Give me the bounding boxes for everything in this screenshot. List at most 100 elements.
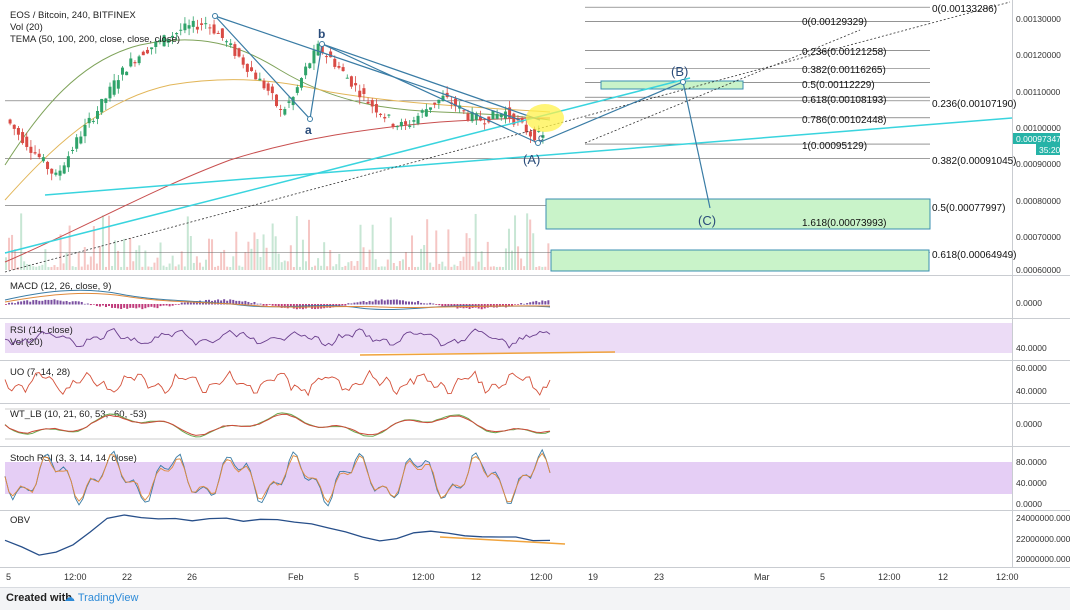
volume-bar	[186, 216, 189, 270]
candle-body	[83, 124, 87, 137]
macd-bar	[395, 299, 398, 305]
macd-bar	[223, 299, 226, 305]
fib-label-0786: 0.786(0.00102448)	[802, 115, 887, 126]
volume-bar	[395, 266, 398, 270]
candle-body	[125, 71, 129, 76]
time-tick: Feb	[288, 572, 304, 582]
macd-bar	[404, 301, 407, 305]
macd-histogram	[5, 299, 550, 310]
volume-bar	[117, 250, 120, 270]
macd-bar	[150, 304, 153, 307]
volume-bar	[98, 246, 101, 270]
volume-bar	[526, 213, 529, 270]
macd-bar	[174, 304, 177, 305]
macd-bar	[59, 300, 62, 305]
wave-label-B: (B)	[671, 64, 688, 79]
candle-body	[287, 101, 291, 103]
volume-bar	[450, 266, 453, 270]
volume-bar	[308, 219, 310, 270]
candle-body	[541, 135, 545, 138]
time-axis: 5 12:00 22 26 Feb 5 12:00 12 12:00 19 23 Mar 5 12:00 1…	[6, 572, 1019, 582]
volume-bar	[123, 238, 126, 270]
volume-bar	[177, 264, 180, 270]
macd-bar	[532, 301, 535, 305]
candle-body	[71, 149, 75, 151]
current-price-label: 0.00097347	[1016, 134, 1061, 144]
volume-bar	[47, 266, 50, 270]
macd-bar	[523, 303, 526, 305]
volume-bar	[5, 257, 7, 270]
macd-bar	[226, 300, 229, 305]
macd-bar	[108, 304, 111, 306]
target-zone-b	[600, 80, 744, 90]
macd-bar	[153, 304, 156, 308]
macd-bar	[220, 300, 223, 305]
candle-body	[166, 39, 170, 43]
volume-bar	[26, 264, 29, 270]
candle-body	[116, 80, 120, 89]
macd-bar	[62, 301, 65, 305]
candle-body	[299, 78, 303, 88]
volume-bar	[180, 251, 183, 270]
macd-bar	[353, 302, 356, 305]
volume-bar	[29, 264, 32, 270]
candle-body	[399, 121, 403, 127]
macd-bar	[168, 304, 171, 307]
wt-tick: 0.0000	[1016, 419, 1042, 429]
macd-bar	[507, 304, 510, 306]
wave-label-c: c	[538, 133, 543, 144]
fib-label-0: 0(0.00129329)	[802, 17, 867, 28]
volume-bar	[350, 261, 353, 270]
candle-body	[187, 25, 191, 29]
time-tick: 19	[588, 572, 598, 582]
volume-bar	[183, 266, 186, 270]
stoch-rsi-band	[5, 462, 1012, 494]
tradingview-link[interactable]: ☁ TradingView	[64, 591, 138, 604]
macd-bar	[380, 299, 383, 305]
volume-bar	[38, 265, 41, 270]
price-tick: 0.00070000	[1016, 232, 1061, 242]
tradingview-logo-icon: ☁	[64, 592, 75, 604]
macd-bar	[444, 304, 447, 307]
macd-bar	[44, 299, 47, 305]
candle-body	[100, 98, 104, 113]
volume-bar	[371, 224, 374, 270]
volume-bar	[347, 262, 350, 270]
volume-bar	[223, 249, 226, 270]
candle-body	[466, 113, 470, 121]
macd-bar	[374, 299, 377, 305]
volume-bar	[447, 229, 450, 270]
volume-bar	[368, 249, 371, 270]
time-tick: 12:00	[64, 572, 87, 582]
macd-bar	[5, 304, 7, 305]
candle-body	[25, 136, 29, 147]
volume-bar	[171, 255, 174, 270]
wave-label-C: (C)	[698, 213, 716, 228]
volume-bar	[195, 256, 198, 270]
candle-body	[250, 67, 254, 72]
volume-bar	[332, 266, 335, 270]
volume-bar	[111, 265, 114, 270]
candle-body	[120, 67, 124, 75]
volume-bar	[259, 257, 262, 270]
time-tick: 12	[471, 572, 481, 582]
macd-bar	[132, 304, 135, 308]
macd-bar	[411, 301, 414, 305]
volume-bar	[335, 264, 338, 270]
time-tick: 12:00	[878, 572, 901, 582]
macd-bar	[420, 302, 423, 305]
volume-bar	[429, 262, 432, 270]
fib-labels: 0(0.00129329) 0.236(0.00121258) 0.382(0.…	[802, 4, 1017, 261]
volume-bar	[208, 238, 211, 270]
volume-bar	[386, 259, 389, 270]
macd-bar	[8, 302, 11, 305]
macd-bar	[95, 304, 98, 307]
volume-bar	[153, 262, 156, 270]
macd-bar	[147, 304, 150, 308]
price-tick: 0.00090000	[1016, 159, 1061, 169]
macd-bar	[156, 304, 159, 309]
volume-bar	[86, 264, 89, 270]
volume-bar	[141, 266, 144, 270]
volume-bar	[459, 260, 462, 270]
macd-bar	[32, 300, 35, 305]
